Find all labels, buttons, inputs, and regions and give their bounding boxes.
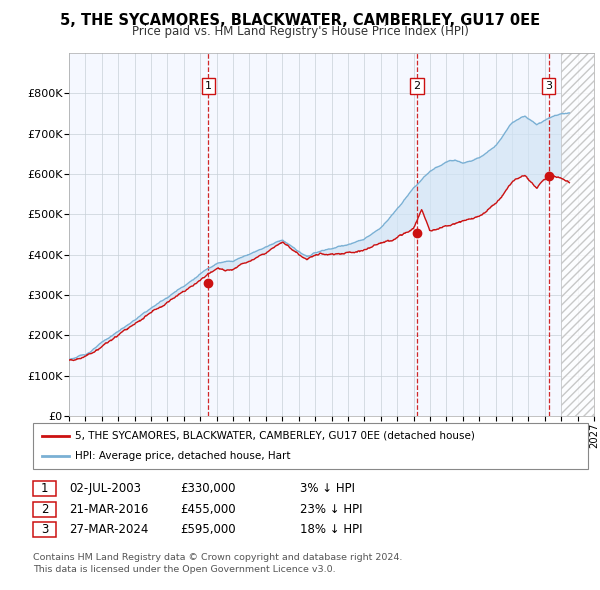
Text: £595,000: £595,000 xyxy=(180,523,236,536)
Text: 2: 2 xyxy=(41,503,48,516)
Text: Price paid vs. HM Land Registry's House Price Index (HPI): Price paid vs. HM Land Registry's House … xyxy=(131,25,469,38)
Text: 1: 1 xyxy=(205,81,212,91)
Text: 21-MAR-2016: 21-MAR-2016 xyxy=(69,503,148,516)
Text: This data is licensed under the Open Government Licence v3.0.: This data is licensed under the Open Gov… xyxy=(33,565,335,574)
Text: 1: 1 xyxy=(41,482,48,495)
Text: 18% ↓ HPI: 18% ↓ HPI xyxy=(300,523,362,536)
Text: 3% ↓ HPI: 3% ↓ HPI xyxy=(300,482,355,495)
Text: 2: 2 xyxy=(413,81,421,91)
Text: 3: 3 xyxy=(41,523,48,536)
Text: £455,000: £455,000 xyxy=(180,503,236,516)
Text: Contains HM Land Registry data © Crown copyright and database right 2024.: Contains HM Land Registry data © Crown c… xyxy=(33,553,403,562)
Text: 5, THE SYCAMORES, BLACKWATER, CAMBERLEY, GU17 0EE: 5, THE SYCAMORES, BLACKWATER, CAMBERLEY,… xyxy=(60,13,540,28)
Text: 23% ↓ HPI: 23% ↓ HPI xyxy=(300,503,362,516)
Text: 5, THE SYCAMORES, BLACKWATER, CAMBERLEY, GU17 0EE (detached house): 5, THE SYCAMORES, BLACKWATER, CAMBERLEY,… xyxy=(75,431,475,441)
Text: 27-MAR-2024: 27-MAR-2024 xyxy=(69,523,148,536)
Text: 3: 3 xyxy=(545,81,552,91)
Text: 02-JUL-2003: 02-JUL-2003 xyxy=(69,482,141,495)
Text: HPI: Average price, detached house, Hart: HPI: Average price, detached house, Hart xyxy=(75,451,290,461)
Text: £330,000: £330,000 xyxy=(180,482,235,495)
